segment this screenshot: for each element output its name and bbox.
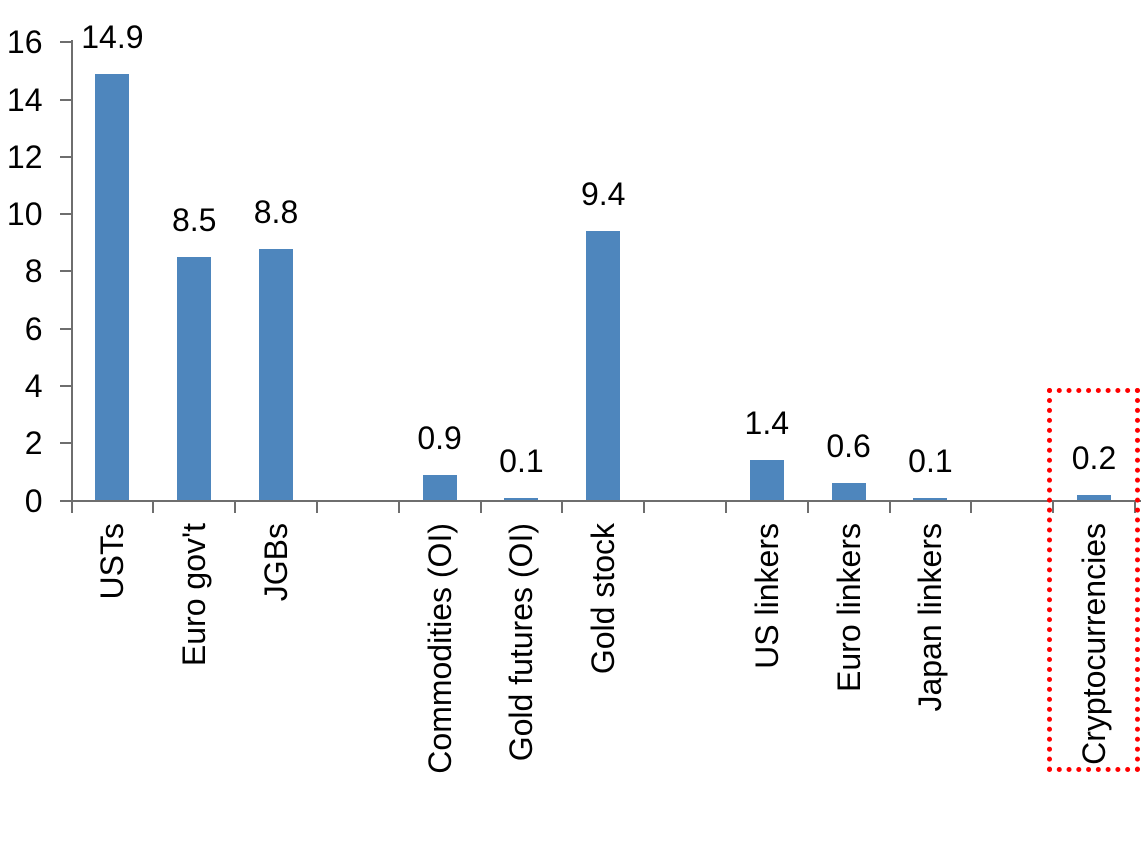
- highlight-box-cryptocurrencies: [1047, 388, 1140, 772]
- y-axis-tick-label: 4: [24, 367, 43, 404]
- y-axis-tick-label: 6: [24, 310, 43, 347]
- value-label-commodities-oi: 0.9: [417, 419, 462, 456]
- value-label-japan-linkers: 0.1: [908, 442, 953, 479]
- y-axis-tick-label: 10: [6, 196, 43, 233]
- category-label-japan-linkers: Japan linkers: [912, 523, 949, 712]
- y-axis-tick: [59, 270, 71, 273]
- x-axis-tick: [643, 501, 646, 513]
- y-axis-tick: [59, 98, 71, 101]
- value-label-us-linkers: 1.4: [744, 405, 790, 442]
- y-axis-tick-label: 8: [24, 253, 43, 290]
- y-axis-tick-label: 12: [6, 138, 43, 175]
- x-axis-tick: [234, 501, 237, 513]
- category-label-euro-linkers: Euro linkers: [830, 523, 867, 692]
- y-axis-line: [70, 40, 73, 512]
- bar-commodities-oi: [422, 474, 457, 501]
- category-label-gold-stock: Gold stock: [585, 523, 622, 675]
- y-axis-tick: [59, 155, 71, 158]
- category-label-gold-futures-oi: Gold futures (OI): [503, 523, 540, 762]
- value-label-euro-gov-t: 8.5: [171, 202, 217, 239]
- category-label-commodities-oi: Commodities (OI): [421, 523, 458, 774]
- bar-euro-linkers: [831, 483, 866, 501]
- x-axis-tick: [724, 501, 727, 513]
- y-axis-tick: [59, 442, 71, 445]
- value-label-usts: 14.9: [81, 18, 144, 55]
- x-axis-line: [70, 499, 1141, 502]
- bar-jgbs: [259, 248, 293, 501]
- x-axis-tick: [479, 501, 482, 513]
- y-axis-tick: [59, 327, 71, 330]
- x-axis-tick: [888, 501, 891, 513]
- bar-japan-linkers: [913, 497, 948, 501]
- x-axis-tick: [152, 501, 155, 513]
- y-axis-tick-label: 14: [6, 81, 43, 118]
- y-axis-tick: [59, 384, 71, 387]
- y-axis-tick-label: 16: [6, 24, 43, 61]
- category-label-usts: USTs: [94, 523, 131, 600]
- bar-euro-gov-t: [177, 257, 212, 501]
- x-axis-tick: [315, 501, 318, 513]
- x-axis-tick: [1052, 501, 1055, 513]
- bar-cryptocurrencies: [1077, 494, 1111, 501]
- bar-gold-futures-oi: [504, 497, 539, 501]
- category-label-jgbs: JGBs: [258, 523, 294, 602]
- x-axis-tick: [561, 501, 564, 513]
- x-axis-tick: [397, 501, 400, 513]
- x-axis-tick: [970, 501, 973, 513]
- category-label-euro-gov-t: Euro gov't: [176, 523, 213, 667]
- value-label-gold-stock: 9.4: [580, 176, 626, 213]
- y-axis-tick: [59, 213, 71, 216]
- y-axis-tick-label: 0: [24, 482, 43, 519]
- value-label-jgbs: 8.8: [253, 193, 299, 230]
- category-label-us-linkers: US linkers: [748, 523, 785, 669]
- value-label-cryptocurrencies: 0.2: [1071, 439, 1117, 476]
- value-label-euro-linkers: 0.6: [826, 428, 871, 465]
- x-axis-tick: [70, 501, 73, 513]
- bar-gold-stock: [586, 231, 621, 501]
- bar-usts: [95, 73, 130, 501]
- x-axis-tick: [1133, 501, 1136, 513]
- value-label-gold-futures-oi: 0.1: [499, 442, 544, 479]
- y-axis-tick-label: 2: [24, 425, 43, 462]
- x-axis-tick: [806, 501, 809, 513]
- bar-us-linkers: [749, 460, 784, 501]
- y-axis-tick: [59, 41, 71, 44]
- y-axis-tick: [59, 499, 71, 502]
- bar-chart: 0 2 4 6 8 10 12 14 16 14.9 USTs 8.5 Euro gov't 8.8 JGB…: [6, 18, 1141, 774]
